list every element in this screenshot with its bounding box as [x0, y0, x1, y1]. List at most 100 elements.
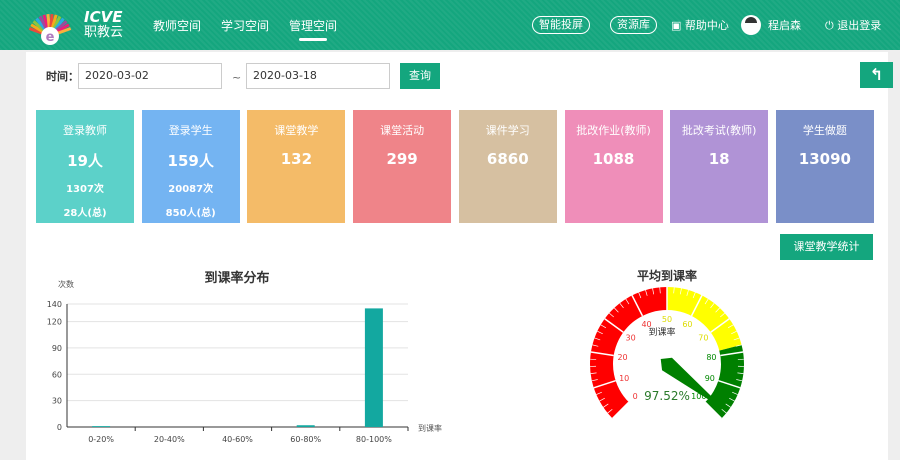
- card-title: 批改作业(教师): [576, 124, 651, 137]
- gauge-tick: [604, 318, 624, 333]
- average-attendance-gauge: 平均到课率 0 10 20 30 40 50 60 70 80 90 100 到课率 97.52%: [590, 268, 744, 419]
- y-axis-label: 次数: [58, 279, 74, 289]
- end-date-input[interactable]: 2020-03-18: [246, 63, 390, 89]
- query-button[interactable]: 查询: [400, 63, 440, 89]
- back-button[interactable]: ↰: [860, 62, 893, 88]
- svg-text:e: e: [46, 30, 55, 45]
- gauge-tick: [725, 403, 731, 408]
- nav-admin-space[interactable]: 管理空间: [289, 19, 338, 41]
- icve-logo[interactable]: e: [26, 6, 74, 46]
- y-tick-label: 0: [57, 423, 62, 432]
- top-header: e ICVE 职教云 教师空间 学习空间 管理空间 智能投屏 资源库 ▣ 帮助中心…: [0, 0, 900, 50]
- y-tick-label: 140: [47, 300, 62, 309]
- gauge-tick: [732, 391, 738, 395]
- gauge-tick: [652, 288, 655, 295]
- gauge-tick: [679, 288, 682, 295]
- stat-card[interactable]: 登录学生 159人 20087次 850人(总): [141, 110, 240, 223]
- gauge-band: [590, 287, 667, 419]
- gauge-tick: [735, 344, 742, 347]
- avatar[interactable]: [741, 15, 761, 35]
- card-value: 13090: [798, 150, 851, 168]
- gauge-tick-label: 20: [617, 353, 627, 362]
- x-tick-label: 0-20%: [88, 435, 114, 442]
- stat-card[interactable]: 批改作业(教师) 1088: [564, 110, 663, 223]
- card-value: 19人: [67, 152, 103, 170]
- nav-teacher-space[interactable]: 教师空间: [153, 19, 202, 33]
- gauge-needle: [660, 357, 726, 411]
- gauge-tick-label: 40: [641, 320, 651, 329]
- x-tick-label: 60-80%: [290, 435, 321, 442]
- gauge-tick: [737, 372, 744, 374]
- gauge-tick: [590, 351, 614, 357]
- x-tick-label: 40-60%: [222, 435, 253, 442]
- gauge-tick: [590, 372, 597, 374]
- gauge-tick: [715, 307, 720, 313]
- stat-card[interactable]: 批改考试(教师) 18: [670, 110, 769, 223]
- gauge-tick: [690, 295, 703, 317]
- gauge-title: 平均到课率: [637, 268, 697, 283]
- power-icon: ⏻: [825, 19, 834, 32]
- x-axis-label: 到课率: [418, 423, 442, 433]
- gauge-tick-label: 30: [626, 334, 636, 343]
- y-tick-label: 30: [52, 397, 62, 406]
- card-title: 课件学习: [485, 124, 530, 137]
- gauge-tick: [593, 379, 616, 389]
- gauge-tick: [614, 307, 619, 313]
- gauge-tick-label: 10: [619, 374, 629, 383]
- user-name[interactable]: 程启森: [768, 19, 801, 32]
- gauge-value: 97.52%: [644, 389, 690, 403]
- gauge-tick: [710, 318, 730, 333]
- gauge-tick-label: 80: [706, 353, 716, 362]
- card-title: 学生做题: [802, 124, 847, 137]
- gauge-tick-label: 90: [705, 374, 715, 383]
- brand: ICVE 职教云: [84, 8, 124, 41]
- resources-button[interactable]: 资源库: [610, 16, 657, 34]
- nav-study-space[interactable]: 学习空间: [221, 19, 270, 33]
- gauge-tick-label: 0: [633, 392, 638, 401]
- chart-title: 到课率分布: [204, 270, 269, 286]
- card-total: 850人(总): [165, 208, 216, 219]
- card-count: 20087次: [168, 184, 214, 195]
- card-total: 28人(总): [63, 208, 107, 219]
- stat-card[interactable]: 学生做题 13090: [775, 110, 874, 223]
- gauge-tick: [720, 351, 744, 357]
- gauge-tick: [607, 408, 613, 414]
- x-tick-label: 20-40%: [154, 435, 185, 442]
- stat-card[interactable]: 课堂教学 132: [247, 110, 346, 223]
- start-date-input[interactable]: 2020-03-02: [78, 63, 222, 89]
- gauge-tick: [704, 401, 722, 419]
- card-title: 登录教师: [63, 124, 107, 137]
- stat-card[interactable]: 课件学习 6860: [458, 110, 557, 223]
- help-center-link[interactable]: ▣ 帮助中心: [671, 19, 729, 32]
- gauge-tick-label: 50: [662, 315, 672, 324]
- gauge-tick: [645, 289, 648, 296]
- card-value: 132: [280, 150, 313, 168]
- gauge-tick: [597, 330, 603, 335]
- gauge-tick: [727, 324, 734, 329]
- gauge-tick: [594, 337, 601, 341]
- card-value: 1088: [592, 150, 635, 168]
- gauge-tick: [591, 379, 598, 382]
- y-tick-label: 120: [47, 318, 62, 327]
- gauge-tick: [720, 312, 725, 318]
- card-title: 课堂教学: [274, 124, 319, 137]
- gauge-tick: [659, 287, 661, 294]
- bar: [364, 308, 383, 427]
- gauge-tick: [718, 379, 741, 389]
- class-teaching-stats-button[interactable]: 课堂教学统计: [780, 234, 873, 260]
- bar: [296, 425, 315, 427]
- gauge-tick: [592, 344, 599, 347]
- card-title: 登录学生: [168, 124, 213, 137]
- gauge-tick: [710, 302, 715, 309]
- gauge-tick: [599, 397, 605, 402]
- logout-link[interactable]: ⏻ 退出登录: [825, 19, 882, 32]
- date-separator: ~: [232, 71, 242, 84]
- smart-screen-button[interactable]: 智能投屏: [532, 16, 590, 34]
- gauge-tick: [673, 287, 675, 294]
- gauge-band: [667, 287, 742, 351]
- gauge-tick: [625, 298, 630, 305]
- stat-card[interactable]: 登录教师 19人 1307次 28人(总): [36, 110, 134, 223]
- gauge-tick: [612, 401, 630, 419]
- y-tick-label: 90: [52, 344, 62, 353]
- stat-card[interactable]: 课堂活动 299: [353, 110, 452, 223]
